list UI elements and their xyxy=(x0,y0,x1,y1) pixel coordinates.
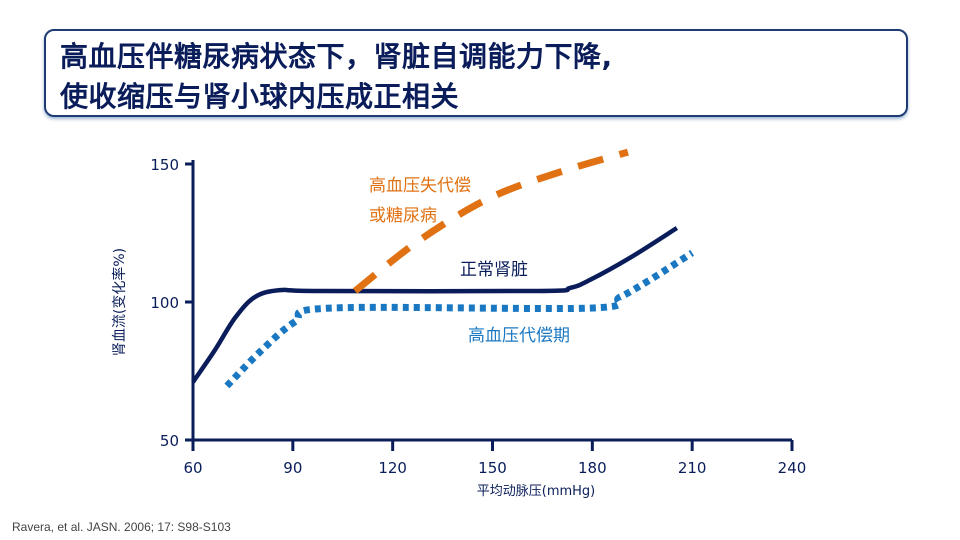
series-decompensated-diabetes xyxy=(352,148,629,294)
series-label-normal: 正常肾脏 xyxy=(460,260,528,280)
series-normal-kidney xyxy=(191,226,679,384)
series-label-decompensated-2: 或糖尿病 xyxy=(369,206,437,226)
x-axis-label: 平均动脉压(mmHg) xyxy=(477,484,596,499)
x-tick-label: 60 xyxy=(183,459,202,477)
x-tick-label: 210 xyxy=(678,459,707,477)
y-tick-label: 150 xyxy=(150,156,179,174)
y-tick-label: 50 xyxy=(160,432,179,450)
series-label-compensated: 高血压代偿期 xyxy=(468,326,570,346)
series-label-decompensated-1: 高血压失代偿 xyxy=(369,176,471,196)
series-hypertension-compensated xyxy=(224,249,695,389)
title-line-2: 使收缩压与肾小球内压成正相关 xyxy=(60,80,460,113)
series-group xyxy=(191,148,695,389)
title-box: 高血压伴糖尿病状态下，肾脏自调能力下降, 使收缩压与肾小球内压成正相关 xyxy=(44,29,908,117)
x-tick-label: 120 xyxy=(378,459,407,477)
citation: Ravera, et al. JASN. 2006; 17: S98-S103 xyxy=(12,520,231,534)
x-tick-label: 240 xyxy=(778,459,807,477)
x-tick-label: 90 xyxy=(283,459,302,477)
x-tick-label: 180 xyxy=(578,459,607,477)
axes: 60 90 120 150 180 210 240 50 100 150 xyxy=(150,156,806,477)
y-tick-label: 100 xyxy=(150,294,179,312)
title-line-1: 高血压伴糖尿病状态下，肾脏自调能力下降, xyxy=(60,40,613,73)
x-tick-label: 150 xyxy=(478,459,507,477)
y-axis-label: 肾血流(变化率%) xyxy=(111,248,128,356)
